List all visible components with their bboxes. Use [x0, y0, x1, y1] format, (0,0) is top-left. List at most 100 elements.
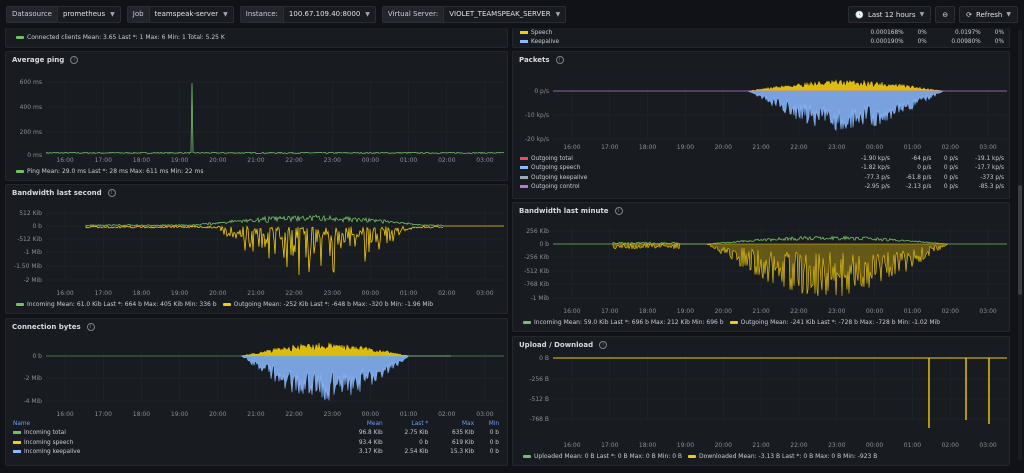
- table-row[interactable]: Keepalive 0.000190% 0% 0.00980% 0%: [517, 38, 1007, 48]
- series-name-cell: Speech: [517, 28, 847, 38]
- ping-legend[interactable]: Ping Mean: 29.0 ms Last *: 28 ms Max: 61…: [16, 168, 204, 175]
- zoom-out-button[interactable]: ⊖: [935, 6, 956, 23]
- packets-chart[interactable]: 0 p/s -10 kp/s -20 kp/s 16:00 17:00 18:00 19:0…: [513, 52, 1010, 152]
- ud-legend-down: Downloaded Mean: -3.13 B Last *: 0 B Max…: [699, 453, 878, 460]
- info-icon[interactable]: i: [86, 323, 95, 331]
- x-tick-label: 19:00: [171, 411, 188, 418]
- bandwidth-last-second-panel: Bandwidth last second i 512 Kib 0 b -512 Ki…: [5, 184, 508, 314]
- col-header[interactable]: Min: [488, 420, 499, 427]
- table-row[interactable]: Outgoing speech -1.82 kp/s 0 p/s 0 p/s -…: [517, 164, 1007, 174]
- table-row[interactable]: Speech 0.000168% 0% 0.0197% 0%: [517, 28, 1007, 38]
- x-tick-label: 22:00: [285, 157, 302, 164]
- table-row[interactable]: Outgoing keepalive -77.3 p/s -61.8 p/s 0…: [517, 173, 1007, 183]
- col-header[interactable]: Mean: [366, 420, 383, 427]
- legend-swatch: [523, 455, 531, 458]
- legend-swatch: [16, 36, 24, 39]
- panel-title[interactable]: Bandwidth last second i: [12, 189, 116, 197]
- mean-cell: 93.4 Kib: [358, 439, 383, 446]
- x-tick-label: 19:00: [677, 144, 694, 151]
- datasource-variable[interactable]: Datasource prometheus ▼: [6, 5, 121, 23]
- job-select[interactable]: teamspeak-server ▼: [150, 10, 233, 18]
- connected-legend[interactable]: Connected clients Mean: 3.65 Last *: 1 M…: [16, 34, 225, 41]
- value-cell: 0 p/s: [917, 165, 932, 172]
- chevron-down-icon: ▼: [365, 10, 370, 18]
- table-row[interactable]: Outgoing total -1.90 kp/s -64 p/s 0 p/s …: [517, 154, 1007, 164]
- connection-bytes-chart[interactable]: 0 b -2 Mib -4 Mib 16:00 17:00 18:00 19:00 20:00…: [6, 319, 508, 419]
- job-variable[interactable]: Job teamspeak-server ▼: [126, 5, 234, 23]
- table-row[interactable]: Incoming speech 93.4 Kib 0 b 619 Kib 0 b: [10, 438, 502, 448]
- bandwidth-second-chart[interactable]: 512 Kib 0 b -512 Kib -1 Mib -1.50 Mib -2 Mib 1…: [6, 185, 508, 314]
- info-icon[interactable]: i: [614, 207, 623, 215]
- table-row[interactable]: Incoming keepalive 3.17 Kib 2.54 Kib 15.…: [10, 448, 502, 458]
- x-tick-label: 17:00: [601, 144, 618, 151]
- x-tick-label: 17:00: [601, 442, 618, 449]
- col-header[interactable]: Name: [13, 420, 31, 427]
- bandwidth-minute-chart[interactable]: 256 Kib 0 b -256 Kib -512 Kib -768 Kib -1 Mib…: [513, 203, 1010, 332]
- time-range-picker[interactable]: 🕓 Last 12 hours ▼: [848, 6, 932, 23]
- panel-title[interactable]: Average ping i: [12, 56, 79, 64]
- x-tick-label: 02:00: [438, 157, 455, 164]
- upload-download-legend[interactable]: Uploaded Mean: 0 B Last *: 0 B Max: 0 B …: [523, 453, 877, 460]
- x-tick-label: 23:00: [828, 308, 845, 315]
- panel-title[interactable]: Upload / Download i: [519, 341, 608, 349]
- chevron-down-icon: ▼: [555, 10, 561, 18]
- series-name-cell: Outgoing control: [517, 183, 847, 193]
- chevron-down-icon: ▼: [223, 10, 228, 18]
- virtual-server-select[interactable]: VIOLET_TEAMSPEAK_SERVER ▼: [444, 10, 565, 18]
- panel-title[interactable]: Bandwidth last minute i: [519, 207, 623, 215]
- virtual-server-label: Virtual Server:: [382, 6, 445, 22]
- x-tick-label: 16:00: [563, 308, 580, 315]
- value-cell: -373 p/s: [980, 174, 1004, 181]
- average-ping-chart[interactable]: 600 ms 400 ms 200 ms 0 ms 16:00 17:00 18:00 19:…: [6, 52, 508, 181]
- x-tick-label: 16:00: [56, 411, 73, 418]
- legend-swatch: [520, 175, 528, 179]
- value-cell: 0 p/s: [943, 165, 959, 172]
- y-tick-label: 0 b: [32, 353, 42, 360]
- instance-select[interactable]: 100.67.109.40:8000 ▼: [284, 10, 375, 18]
- panel-title[interactable]: Packets i: [519, 56, 564, 64]
- upload-download-chart[interactable]: 0 B -256 B -512 B -768 B 16:00 17:00 18:00 19:0…: [513, 337, 1010, 466]
- table-header-row: Name Mean Last * Max Min: [10, 419, 502, 429]
- outgoing-speech-area: [747, 90, 945, 131]
- y-tick-label: -10 kp/s: [525, 112, 549, 119]
- x-tick-label: 00:00: [866, 308, 883, 315]
- packets-panel: Packets i 0 p/s -10 kp/s -20 kp/s 16:00 17:00…: [512, 51, 1010, 199]
- virtual-server-variable[interactable]: Virtual Server: VIOLET_TEAMSPEAK_SERVER ▼: [381, 5, 567, 23]
- y-tick-label: 0 B: [539, 355, 549, 362]
- bws-legend-in: Incoming Mean: 61.0 Kib Last *: 664 b Ma…: [27, 301, 217, 308]
- bandwidth-minute-legend[interactable]: Incoming Mean: 59.0 Kib Last *: 696 b Ma…: [523, 319, 940, 326]
- info-icon[interactable]: i: [107, 189, 116, 197]
- series-name: Keepalive: [531, 39, 560, 46]
- col-header[interactable]: Max: [462, 420, 475, 427]
- table-row[interactable]: Incoming total 96.8 Kib 2.75 Kib 635 Kib…: [10, 429, 502, 439]
- y-tick-label: 600 ms: [20, 79, 42, 86]
- bandwidth-second-legend[interactable]: Incoming Mean: 61.0 Kib Last *: 664 b Ma…: [16, 301, 433, 308]
- info-icon[interactable]: i: [555, 56, 564, 64]
- instance-variable[interactable]: Instance: 100.67.109.40:8000 ▼: [239, 5, 376, 23]
- y-tick-label: -512 B: [529, 396, 549, 403]
- connection-bytes-title: Connection bytes: [12, 323, 81, 331]
- outgoing-series: [85, 225, 444, 276]
- legend-swatch: [520, 166, 528, 170]
- value-cell: 0%: [917, 39, 927, 46]
- series-name: Outgoing control: [531, 184, 580, 191]
- info-icon[interactable]: i: [70, 56, 79, 64]
- col-header[interactable]: Last *: [411, 420, 429, 427]
- page-scrollbar-thumb[interactable]: [1018, 185, 1022, 295]
- x-tick-label: 17:00: [601, 308, 618, 315]
- table-row[interactable]: Outgoing control -2.95 p/s -2.13 p/s 0 p…: [517, 183, 1007, 193]
- instance-label: Instance:: [240, 6, 284, 22]
- max-cell: 635 Kib: [452, 430, 475, 437]
- x-tick-label: 16:00: [56, 157, 73, 164]
- panel-title[interactable]: Connection bytes i: [12, 323, 95, 331]
- info-icon[interactable]: i: [599, 341, 608, 349]
- datasource-select[interactable]: prometheus ▼: [58, 10, 120, 18]
- series-name: Outgoing keepalive: [531, 174, 588, 181]
- value-cell: -2.13 p/s: [905, 184, 932, 191]
- value-cell: 0 p/s: [943, 184, 959, 191]
- y-tick-label: 0 ms: [27, 152, 42, 159]
- refresh-button[interactable]: ⟳ Refresh ▼: [959, 6, 1018, 23]
- x-tick-label: 22:00: [790, 144, 807, 151]
- legend-swatch: [520, 185, 528, 189]
- x-tick-label: 03:00: [476, 157, 493, 164]
